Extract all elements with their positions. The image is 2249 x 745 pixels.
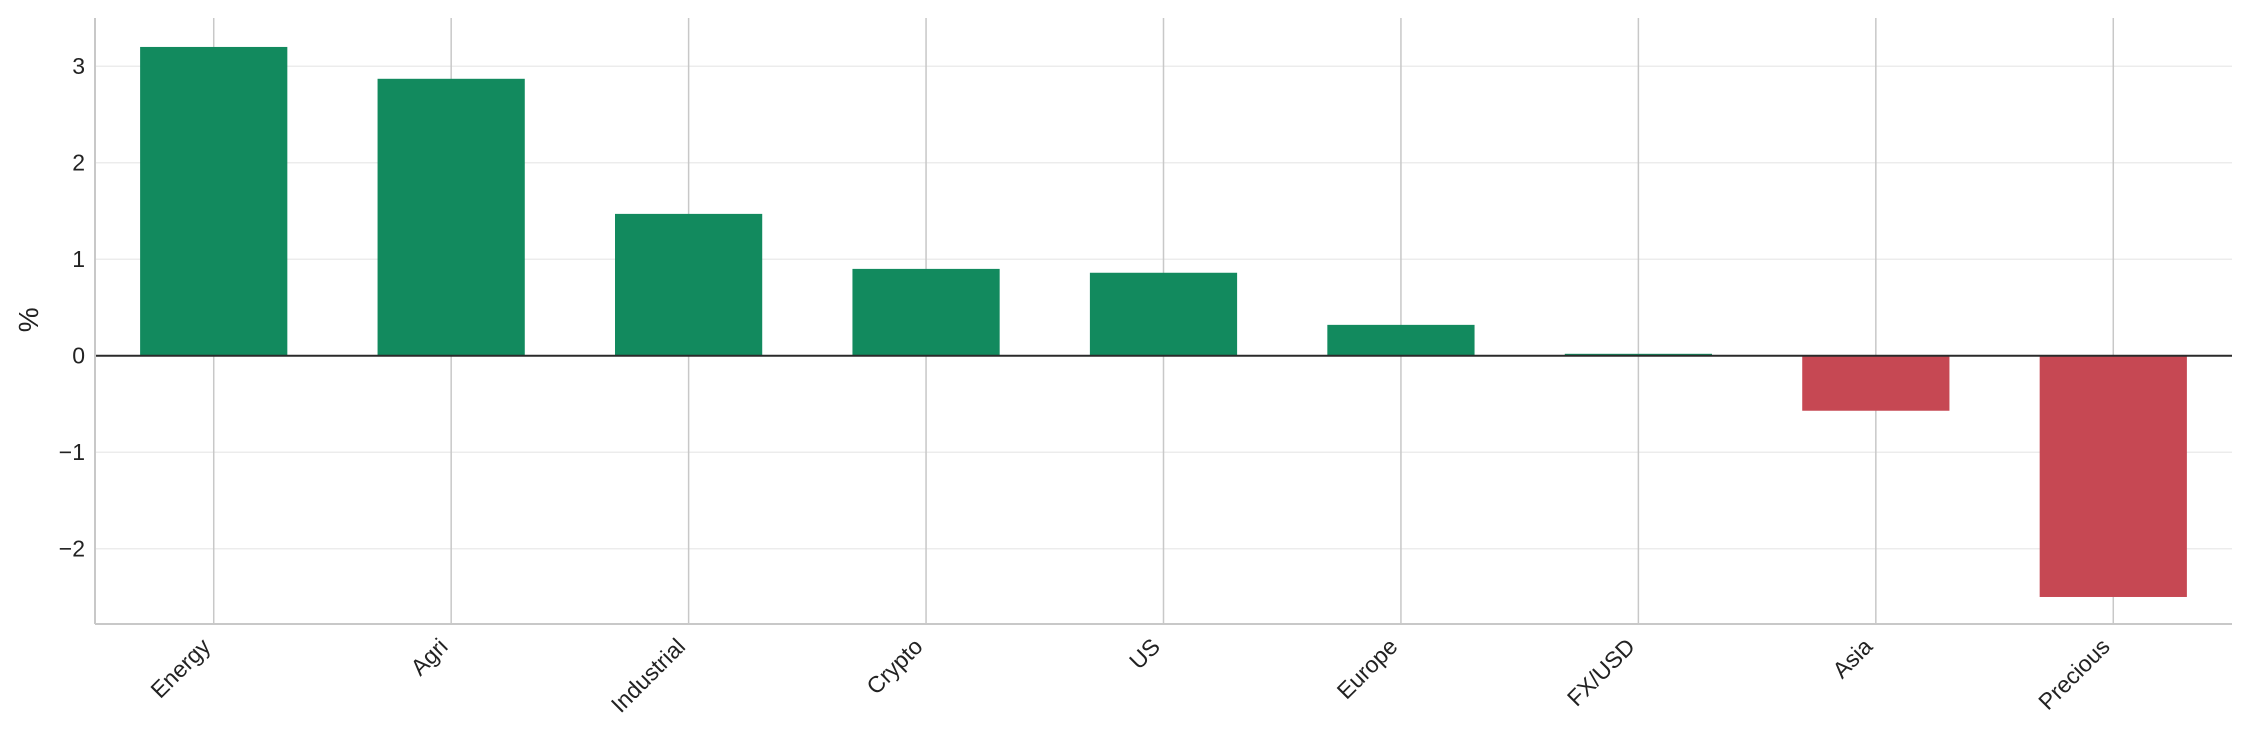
x-tick-label: Crypto bbox=[861, 633, 927, 699]
y-tick-label: 1 bbox=[72, 246, 85, 272]
x-tick-label: Asia bbox=[1827, 633, 1877, 683]
axes-layer bbox=[94, 18, 2232, 625]
x-tick-label: Energy bbox=[145, 633, 215, 703]
y-tick-label: −2 bbox=[59, 536, 85, 562]
x-tick-label: Industrial bbox=[606, 633, 690, 717]
bar-us bbox=[1089, 272, 1238, 356]
bar-industrial bbox=[615, 213, 763, 356]
x-tick-label: Agri bbox=[405, 633, 452, 680]
bars-layer bbox=[140, 46, 2187, 597]
y-axis-label: % bbox=[13, 307, 44, 332]
bar-crypto bbox=[852, 268, 1000, 356]
x-tick-label: US bbox=[1124, 633, 1165, 674]
x-tick-label: Europe bbox=[1332, 633, 1403, 704]
y-tick-label: 0 bbox=[72, 343, 85, 369]
x-tick-label: Precious bbox=[2033, 633, 2115, 715]
y-tick-label: 2 bbox=[72, 150, 85, 176]
y-tick-label: 3 bbox=[72, 53, 85, 79]
bar-precious bbox=[2039, 355, 2187, 597]
x-tick-label: FX/USD bbox=[1562, 633, 1640, 711]
y-tick-label: −1 bbox=[59, 439, 85, 465]
bar-energy bbox=[140, 46, 288, 356]
bar-agri bbox=[377, 78, 525, 356]
bar-asia bbox=[1802, 355, 1950, 411]
bar-europe bbox=[1327, 324, 1475, 356]
